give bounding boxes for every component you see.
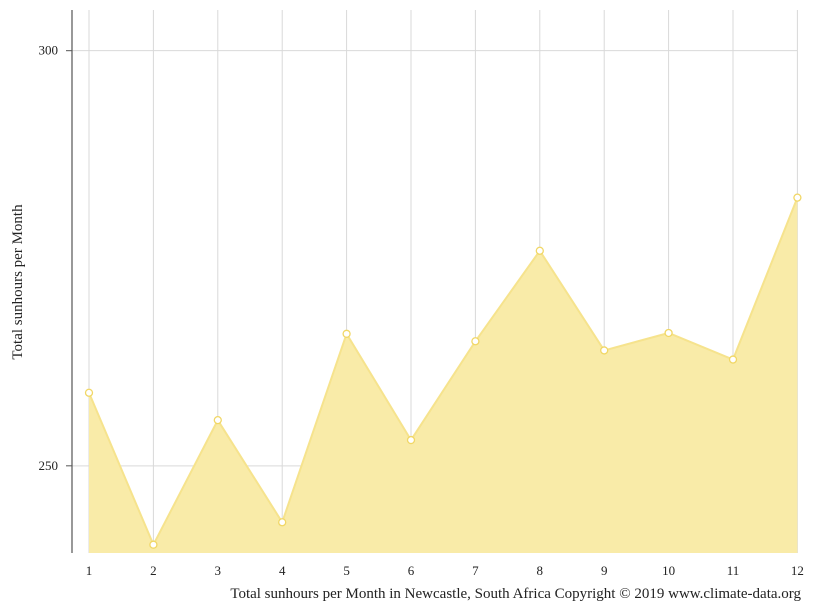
x-tick-label: 2 [150, 563, 157, 578]
data-point [471, 337, 480, 346]
data-point [84, 388, 94, 397]
x-tick-label: 8 [537, 563, 544, 578]
x-tick-label: 4 [279, 563, 286, 578]
y-axis-title: Total sunhours per Month [10, 204, 26, 360]
x-tick-label: 3 [215, 563, 222, 578]
data-point [149, 540, 158, 549]
x-tick-label: 12 [791, 563, 804, 578]
area-series [88, 197, 799, 553]
x-tick-label: 6 [408, 563, 415, 578]
x-tick-label: 1 [86, 563, 93, 578]
y-tick-label: 300 [39, 43, 59, 58]
data-point [278, 518, 287, 527]
data-point [664, 328, 673, 338]
x-tick-label: 9 [601, 563, 608, 578]
series-line [88, 197, 799, 548]
y-tick-label: 250 [39, 458, 59, 473]
axes [66, 10, 73, 553]
data-point [342, 329, 351, 338]
data-point [213, 416, 222, 425]
x-tick-label: 10 [662, 563, 675, 578]
x-tick-label: 7 [472, 563, 479, 578]
data-point [600, 346, 609, 355]
data-points [84, 193, 802, 549]
data-point [535, 246, 544, 255]
data-point [406, 435, 416, 445]
area-fill [89, 197, 798, 553]
x-tick-label: 5 [343, 563, 350, 578]
data-point [728, 355, 738, 364]
data-point [793, 193, 802, 202]
x-tick-label: 11 [727, 563, 740, 578]
chart-caption: Total sunhours per Month in Newcastle, S… [230, 586, 801, 602]
